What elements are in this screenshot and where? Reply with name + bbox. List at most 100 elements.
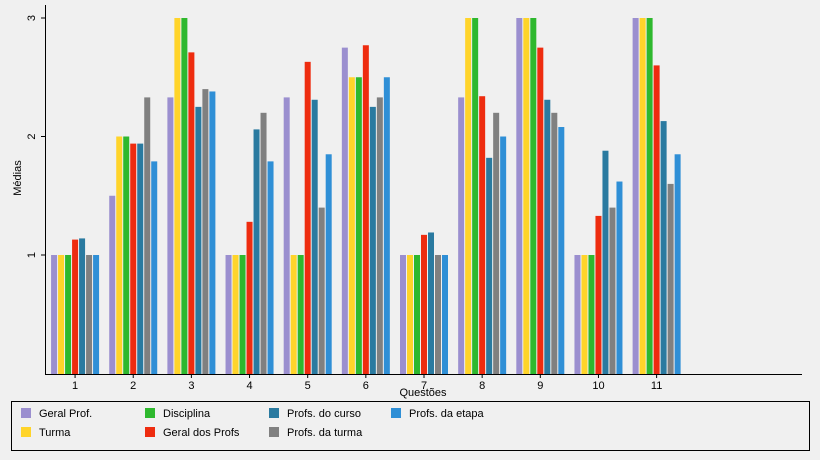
bar xyxy=(325,154,332,374)
bar xyxy=(435,255,441,374)
bar xyxy=(428,232,434,374)
bar xyxy=(151,161,158,374)
legend: Geral Prof. Turma Disciplina Geral dos Prof… xyxy=(21,408,484,439)
legend-swatch xyxy=(145,427,155,437)
bar xyxy=(486,157,493,374)
y-tick-label: 2 xyxy=(26,133,38,139)
bar xyxy=(516,18,523,374)
y-ticks-group: 1 2 3 xyxy=(26,15,46,258)
x-axis-label: Questões xyxy=(399,387,447,399)
bar xyxy=(632,18,639,374)
bar xyxy=(181,18,188,374)
bar xyxy=(304,61,311,374)
x-tick-label: 2 xyxy=(130,380,136,392)
legend-swatch xyxy=(145,408,155,418)
x-tick-label: 1 xyxy=(72,380,78,392)
bar xyxy=(414,255,420,374)
bar xyxy=(348,77,355,374)
bar xyxy=(500,136,507,374)
bar xyxy=(653,65,660,375)
bar xyxy=(660,121,667,374)
bar xyxy=(188,52,195,375)
bar xyxy=(574,255,581,374)
bar xyxy=(167,97,174,375)
bar xyxy=(65,255,72,374)
bar xyxy=(421,234,427,374)
bar xyxy=(267,161,274,374)
legend-box xyxy=(11,401,810,451)
bar xyxy=(362,45,369,374)
bar xyxy=(86,255,93,374)
bar xyxy=(283,97,290,375)
bar xyxy=(616,181,623,374)
bar xyxy=(530,18,537,374)
bar xyxy=(123,136,130,374)
x-tick-label: 6 xyxy=(363,380,369,392)
x-tick-label: 5 xyxy=(305,380,311,392)
bar xyxy=(400,255,406,374)
bar xyxy=(465,18,472,374)
x-tick-label: 9 xyxy=(537,380,543,392)
bar xyxy=(442,255,448,374)
x-tick-label: 10 xyxy=(592,380,604,392)
bar xyxy=(674,154,681,374)
bar xyxy=(109,195,116,374)
bar xyxy=(58,255,65,374)
bar xyxy=(667,183,674,374)
bar xyxy=(458,97,465,375)
bar xyxy=(174,18,181,374)
bar xyxy=(79,238,86,374)
bar xyxy=(581,255,588,374)
bar xyxy=(558,127,565,375)
bar xyxy=(369,106,376,374)
bar xyxy=(311,99,318,374)
bar xyxy=(595,215,602,374)
legend-label: Profs. da turma xyxy=(287,427,363,439)
bar xyxy=(239,255,246,374)
bar xyxy=(246,221,253,374)
bar xyxy=(297,255,304,374)
bar xyxy=(290,255,297,374)
legend-label: Geral dos Profs xyxy=(163,427,240,439)
legend-swatch xyxy=(21,408,31,418)
x-tick-label: 4 xyxy=(246,380,252,392)
legend-swatch xyxy=(391,408,401,418)
bar xyxy=(144,97,151,375)
x-tick-label: 8 xyxy=(479,380,485,392)
x-ticks-group: 1 2 3 4 5 6 7 8 9 10 11 xyxy=(72,374,662,392)
legend-label: Profs. do curso xyxy=(287,408,361,420)
bar xyxy=(341,47,348,374)
bar xyxy=(195,106,202,374)
legend-swatch xyxy=(21,427,31,437)
legend-swatch xyxy=(269,408,279,418)
bar xyxy=(602,150,609,374)
bar xyxy=(93,255,100,374)
bar xyxy=(137,143,144,374)
x-tick-label: 7 xyxy=(421,380,427,392)
bar xyxy=(202,89,209,374)
bar xyxy=(253,129,260,374)
legend-label: Disciplina xyxy=(163,408,211,420)
y-tick-label: 1 xyxy=(26,252,38,258)
bar xyxy=(383,77,390,374)
y-axis-label: Médias xyxy=(12,160,24,196)
bar xyxy=(72,239,79,374)
bar xyxy=(551,112,558,375)
bar xyxy=(479,96,486,375)
bar xyxy=(130,143,137,374)
bar xyxy=(639,18,646,374)
bar xyxy=(646,18,653,374)
bars-group xyxy=(51,18,681,375)
bar xyxy=(493,112,500,375)
bar xyxy=(209,91,216,374)
legend-label: Turma xyxy=(39,427,71,439)
y-tick-label: 3 xyxy=(26,15,38,21)
bar xyxy=(376,97,383,375)
bar xyxy=(116,136,123,374)
bar xyxy=(225,255,232,374)
bar xyxy=(609,207,616,374)
bar xyxy=(318,207,325,374)
bar xyxy=(537,47,544,374)
